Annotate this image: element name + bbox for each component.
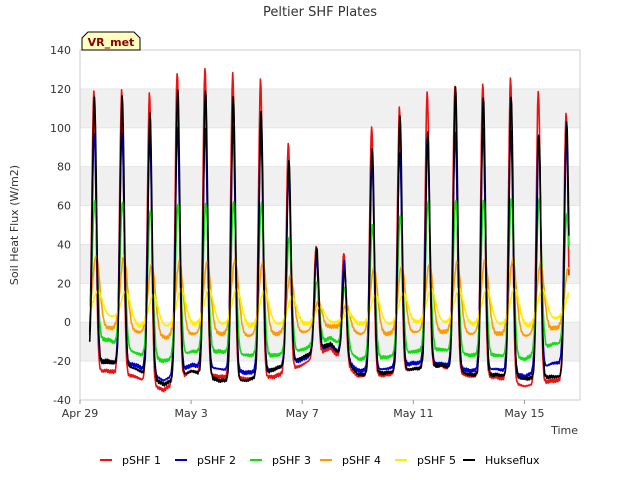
x-axis-title: Time — [550, 424, 578, 437]
grid-band — [80, 244, 580, 284]
legend-label: pSHF 5 — [417, 454, 456, 467]
grid-bands — [80, 88, 580, 362]
series-line-hukseflux — [88, 86, 570, 387]
x-tick-label: Apr 29 — [62, 407, 99, 420]
y-tick-label: 100 — [50, 122, 71, 135]
y-axis-title: Soil Heat Flux (W/m2) — [8, 165, 21, 285]
chart-title: Peltier SHF Plates — [263, 5, 377, 20]
legend-label: pSHF 1 — [122, 454, 161, 467]
series-line-pshf-5 — [88, 286, 570, 329]
station-tag-box — [81, 31, 141, 51]
legend-label: pSHF 4 — [342, 454, 381, 467]
x-tick-label: May 15 — [504, 407, 544, 420]
legend-label: Hukseflux — [485, 454, 540, 467]
y-tick-label: 20 — [57, 277, 71, 290]
plot-frame — [79, 49, 581, 401]
x-tick-label: May 11 — [393, 407, 433, 420]
station-tag: VR_met — [81, 31, 141, 51]
y-tick-label: -20 — [53, 355, 71, 368]
y-tick-label: 40 — [57, 238, 71, 251]
series-layer — [88, 67, 570, 393]
y-tick-label: -40 — [53, 394, 71, 407]
x-tick-label: May 7 — [286, 407, 319, 420]
station-tag-label: VR_met — [88, 36, 135, 49]
series-line-pshf-1 — [88, 67, 570, 393]
legend-label: pSHF 2 — [197, 454, 236, 467]
y-tick-label: 120 — [50, 83, 71, 96]
grid-band — [80, 166, 580, 206]
x-axis-ticks: Apr 29 May 3 May 7 May 11 May 15 — [62, 400, 545, 420]
y-tick-label: 0 — [64, 316, 71, 329]
series-line-pshf-3 — [88, 197, 570, 364]
grid-band — [80, 88, 580, 128]
y-tick-label: 60 — [57, 200, 71, 213]
y-tick-label: 140 — [50, 44, 71, 57]
y-axis-ticks: -40 -20 0 20 40 60 80 100 120 140 — [50, 44, 71, 407]
legend: pSHF 1 pSHF 2 pSHF 3 pSHF 4 pSHF 5 Hukseflux — [100, 454, 540, 467]
x-tick-label: May 3 — [174, 407, 207, 420]
legend-label: pSHF 3 — [272, 454, 311, 467]
y-tick-label: 80 — [57, 161, 71, 174]
